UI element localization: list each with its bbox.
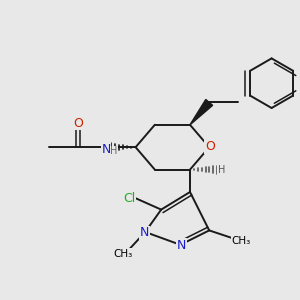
Text: Cl: Cl xyxy=(123,192,135,205)
Text: H: H xyxy=(218,165,225,176)
Text: H: H xyxy=(110,146,118,156)
Text: N: N xyxy=(101,143,111,156)
Text: O: O xyxy=(205,140,215,153)
Polygon shape xyxy=(190,100,213,125)
Text: N: N xyxy=(140,226,149,239)
Text: O: O xyxy=(73,117,83,130)
Text: CH₃: CH₃ xyxy=(232,236,251,246)
Text: CH₃: CH₃ xyxy=(113,249,132,259)
Text: N: N xyxy=(176,239,186,252)
